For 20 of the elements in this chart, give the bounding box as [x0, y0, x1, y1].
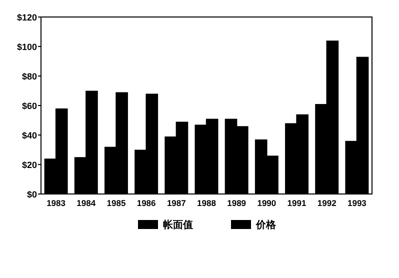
x-tick-label: 1993 — [347, 198, 367, 208]
x-tick-label: 1987 — [166, 198, 186, 208]
y-tick-label: $20 — [22, 160, 37, 170]
x-tick-label: 1983 — [46, 198, 66, 208]
y-tick-label: $80 — [22, 72, 37, 82]
x-tick-label: 1989 — [227, 198, 246, 208]
x-tick-label: 1992 — [317, 198, 337, 208]
x-tick-label: 1984 — [76, 198, 96, 208]
x-tick-label: 1990 — [257, 198, 276, 208]
y-tick-label: $120 — [16, 12, 37, 22]
x-tick-label: 1991 — [287, 198, 306, 208]
x-tick-label: 1986 — [136, 198, 156, 208]
y-tick-label: $40 — [22, 130, 37, 140]
y-tick-label: $60 — [22, 101, 37, 111]
y-tick-label: $100 — [16, 42, 37, 52]
x-tick-label: 1985 — [106, 198, 126, 208]
x-tick-label: 1988 — [197, 198, 216, 208]
legend-label: 帐面值 — [163, 219, 193, 231]
legend-label: 价格 — [255, 219, 277, 231]
y-tick-label: $0 — [26, 190, 37, 200]
